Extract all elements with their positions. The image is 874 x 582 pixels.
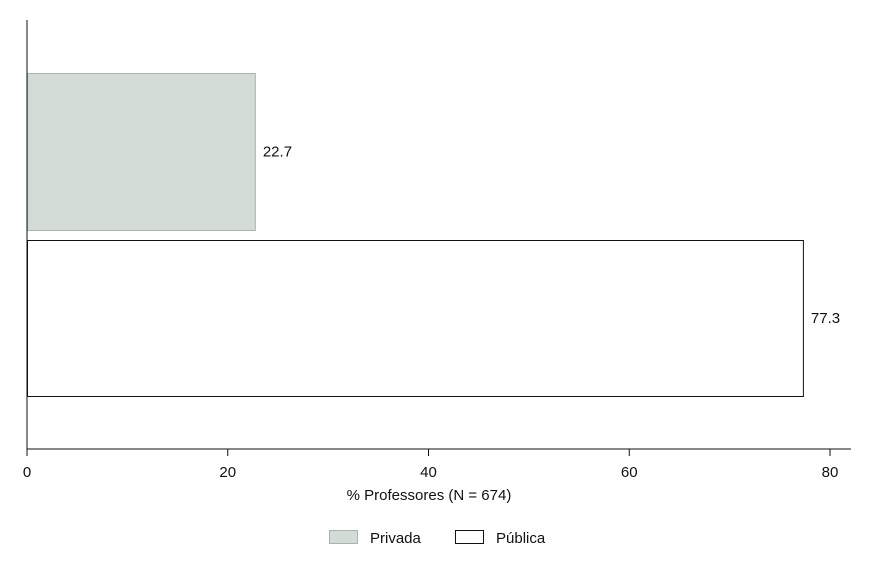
legend-swatch-privada	[329, 530, 358, 544]
x-axis-title: % Professores (N = 674)	[347, 487, 512, 504]
bar-publica	[27, 240, 804, 397]
x-tick-label: 0	[23, 464, 31, 481]
legend-label-publica: Pública	[496, 530, 546, 547]
bars-group	[27, 73, 804, 397]
legend-label-privada: Privada	[370, 530, 422, 547]
data-label-privada: 22.7	[263, 144, 292, 161]
x-axis-ticks: 0 20 40 60 80	[23, 449, 839, 481]
legend: Privada Pública	[329, 530, 546, 547]
data-label-publica: 77.3	[811, 310, 840, 327]
legend-swatch-publica	[455, 530, 484, 544]
x-tick-label: 60	[621, 464, 638, 481]
x-tick-label: 20	[219, 464, 236, 481]
data-labels-group: 22.7 77.3	[263, 144, 840, 328]
x-tick-label: 80	[822, 464, 839, 481]
bar-privada	[27, 73, 256, 231]
x-tick-label: 40	[420, 464, 437, 481]
